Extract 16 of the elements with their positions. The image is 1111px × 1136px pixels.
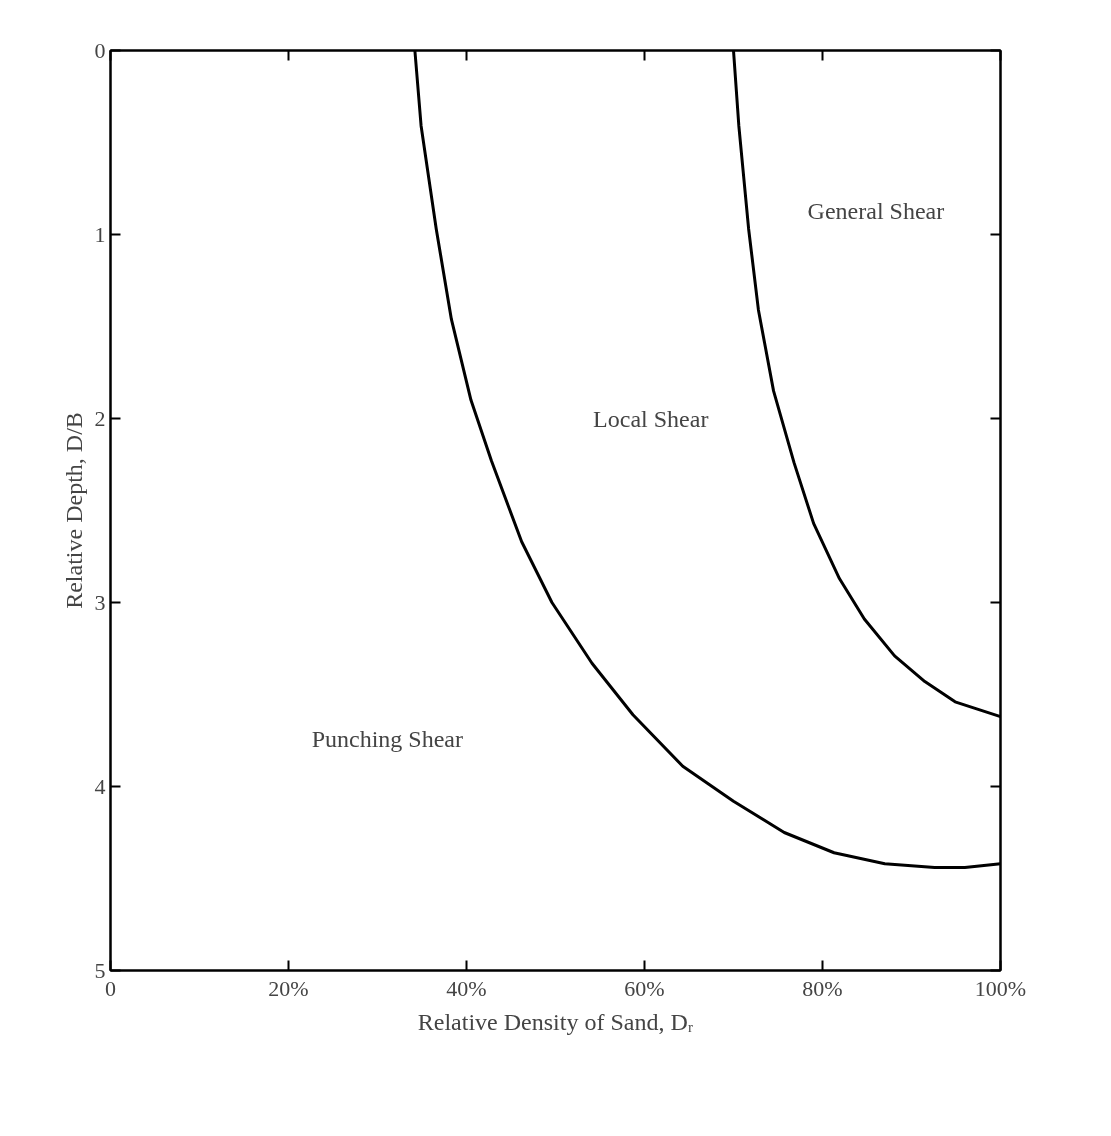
y-tick-label: 5 (94, 957, 106, 983)
x-tick-label: 80% (802, 975, 843, 1001)
y-axis-title: Relative Depth, D/B (60, 412, 87, 609)
annotation: Local Shear (593, 405, 709, 432)
annotation: General Shear (807, 197, 945, 224)
x-axis-title: Relative Density of Sand, Dᵣ (417, 1008, 694, 1035)
x-tick-label: 40% (446, 975, 487, 1001)
y-tick-label: 0 (94, 37, 106, 63)
y-tick-label: 1 (94, 221, 106, 247)
y-tick-label: 3 (94, 589, 106, 615)
annotation: Punching Shear (311, 725, 463, 752)
y-tick-label: 4 (94, 773, 106, 799)
x-tick-label: 100% (974, 975, 1027, 1001)
y-tick-label: 2 (94, 405, 106, 431)
x-tick-label: 20% (268, 975, 309, 1001)
x-tick-label: 60% (624, 975, 665, 1001)
